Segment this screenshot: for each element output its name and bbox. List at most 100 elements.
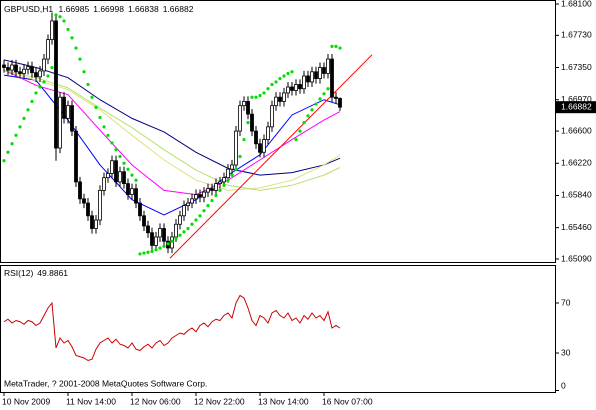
current-price-box <box>556 101 596 114</box>
candle-body <box>186 202 190 207</box>
candle-body <box>178 215 182 225</box>
candle-body <box>338 98 342 108</box>
sar-dot <box>6 150 10 154</box>
rsi-last: 49.8861 <box>37 268 68 278</box>
sar-dot <box>238 154 242 159</box>
sar-dot <box>98 115 102 120</box>
sar-dot <box>330 44 334 48</box>
sar-dot <box>294 137 298 142</box>
x-tick-label: 13 Nov 14:00 <box>258 396 309 406</box>
candle-body <box>54 20 58 149</box>
sar-dot <box>258 93 262 98</box>
sar-dot <box>314 102 318 106</box>
sar-dot <box>106 133 110 137</box>
sar-dot <box>262 91 266 95</box>
candle-body <box>50 20 54 40</box>
candle-body <box>130 188 134 196</box>
candle-body <box>266 126 270 140</box>
candle-body <box>182 205 186 217</box>
sar-dot <box>30 99 34 104</box>
sar-dot <box>278 76 282 81</box>
candle-body <box>286 86 290 94</box>
sar-dot <box>202 209 206 213</box>
main-pane <box>2 12 373 259</box>
sar-dot <box>182 230 186 234</box>
sar-dot <box>230 173 234 177</box>
candle-body <box>214 183 218 191</box>
rsi-tick-label: 70 <box>561 297 571 307</box>
sar-dot <box>214 193 218 198</box>
y-tick-label: 1.66600 <box>561 125 592 135</box>
candle-body <box>306 75 310 83</box>
candle-body <box>26 66 30 70</box>
y-tick-label: 1.66970 <box>561 94 592 104</box>
y-tick-label: 1.67350 <box>561 62 592 72</box>
candle-body <box>162 228 166 242</box>
candle-body <box>282 92 286 102</box>
candle-body <box>310 71 314 83</box>
candle-body <box>238 105 242 132</box>
sar-dot <box>90 95 94 99</box>
candle-body <box>278 96 282 102</box>
candle-body <box>46 39 50 60</box>
candle-body <box>210 188 214 191</box>
candle-body <box>254 130 258 145</box>
candle-body <box>258 143 262 153</box>
x-tick-label: 12 Nov 06:00 <box>130 396 181 406</box>
x-tick-label: 10 Nov 2009 <box>2 396 50 406</box>
candle-body <box>62 96 66 119</box>
candle-body <box>298 84 302 90</box>
sar-dot <box>270 82 274 87</box>
sar-dot <box>190 222 194 226</box>
sar-dot <box>66 27 70 32</box>
sar-dot <box>282 74 286 78</box>
y-tick-label: 1.68100 <box>561 0 592 8</box>
sar-dot <box>246 121 250 125</box>
last-open: 1.66985 <box>59 4 90 14</box>
candle-body <box>10 64 14 71</box>
sar-dot <box>62 19 66 23</box>
sar-dot <box>130 173 134 177</box>
candle-body <box>70 105 74 132</box>
sar-dot <box>194 218 198 222</box>
sar-dot <box>2 159 6 163</box>
candle-body <box>322 67 326 74</box>
rsi-pane <box>3 294 341 362</box>
sar-dot <box>310 108 314 112</box>
candle-body <box>2 64 6 68</box>
sar-dot <box>274 80 278 84</box>
candle-body <box>262 139 266 153</box>
sar-dot <box>54 13 58 17</box>
candle-body <box>198 194 202 198</box>
sar-dot <box>78 57 82 61</box>
sar-dot <box>222 183 226 187</box>
candle-body <box>274 96 278 107</box>
sar-dot <box>286 71 290 76</box>
sar-dot <box>58 15 62 19</box>
candle-body <box>230 164 234 170</box>
sar-dot <box>86 82 90 87</box>
sar-dot <box>42 80 46 84</box>
candle-body <box>206 188 210 193</box>
sar-dot <box>14 133 18 137</box>
candle-body <box>122 171 126 185</box>
sar-dot <box>178 233 182 237</box>
candle-body <box>110 160 114 174</box>
y-tick-label: 1.65840 <box>561 190 592 200</box>
sar-dot <box>82 70 86 74</box>
last-low: 1.66838 <box>128 4 159 14</box>
candle-body <box>66 105 70 119</box>
sar-dot <box>162 244 166 248</box>
candle-body <box>14 64 18 73</box>
sar-dot <box>334 44 338 48</box>
candle-body <box>242 101 246 107</box>
sar-dot <box>118 154 122 159</box>
sar-dot <box>250 95 254 99</box>
sar-dot <box>110 141 114 145</box>
y-tick-label: 1.67730 <box>561 30 592 40</box>
x-tick-label: 16 Nov 07:00 <box>322 396 373 406</box>
sar-dot <box>206 204 210 208</box>
sar-dot <box>218 188 222 192</box>
sar-dot <box>318 97 322 101</box>
